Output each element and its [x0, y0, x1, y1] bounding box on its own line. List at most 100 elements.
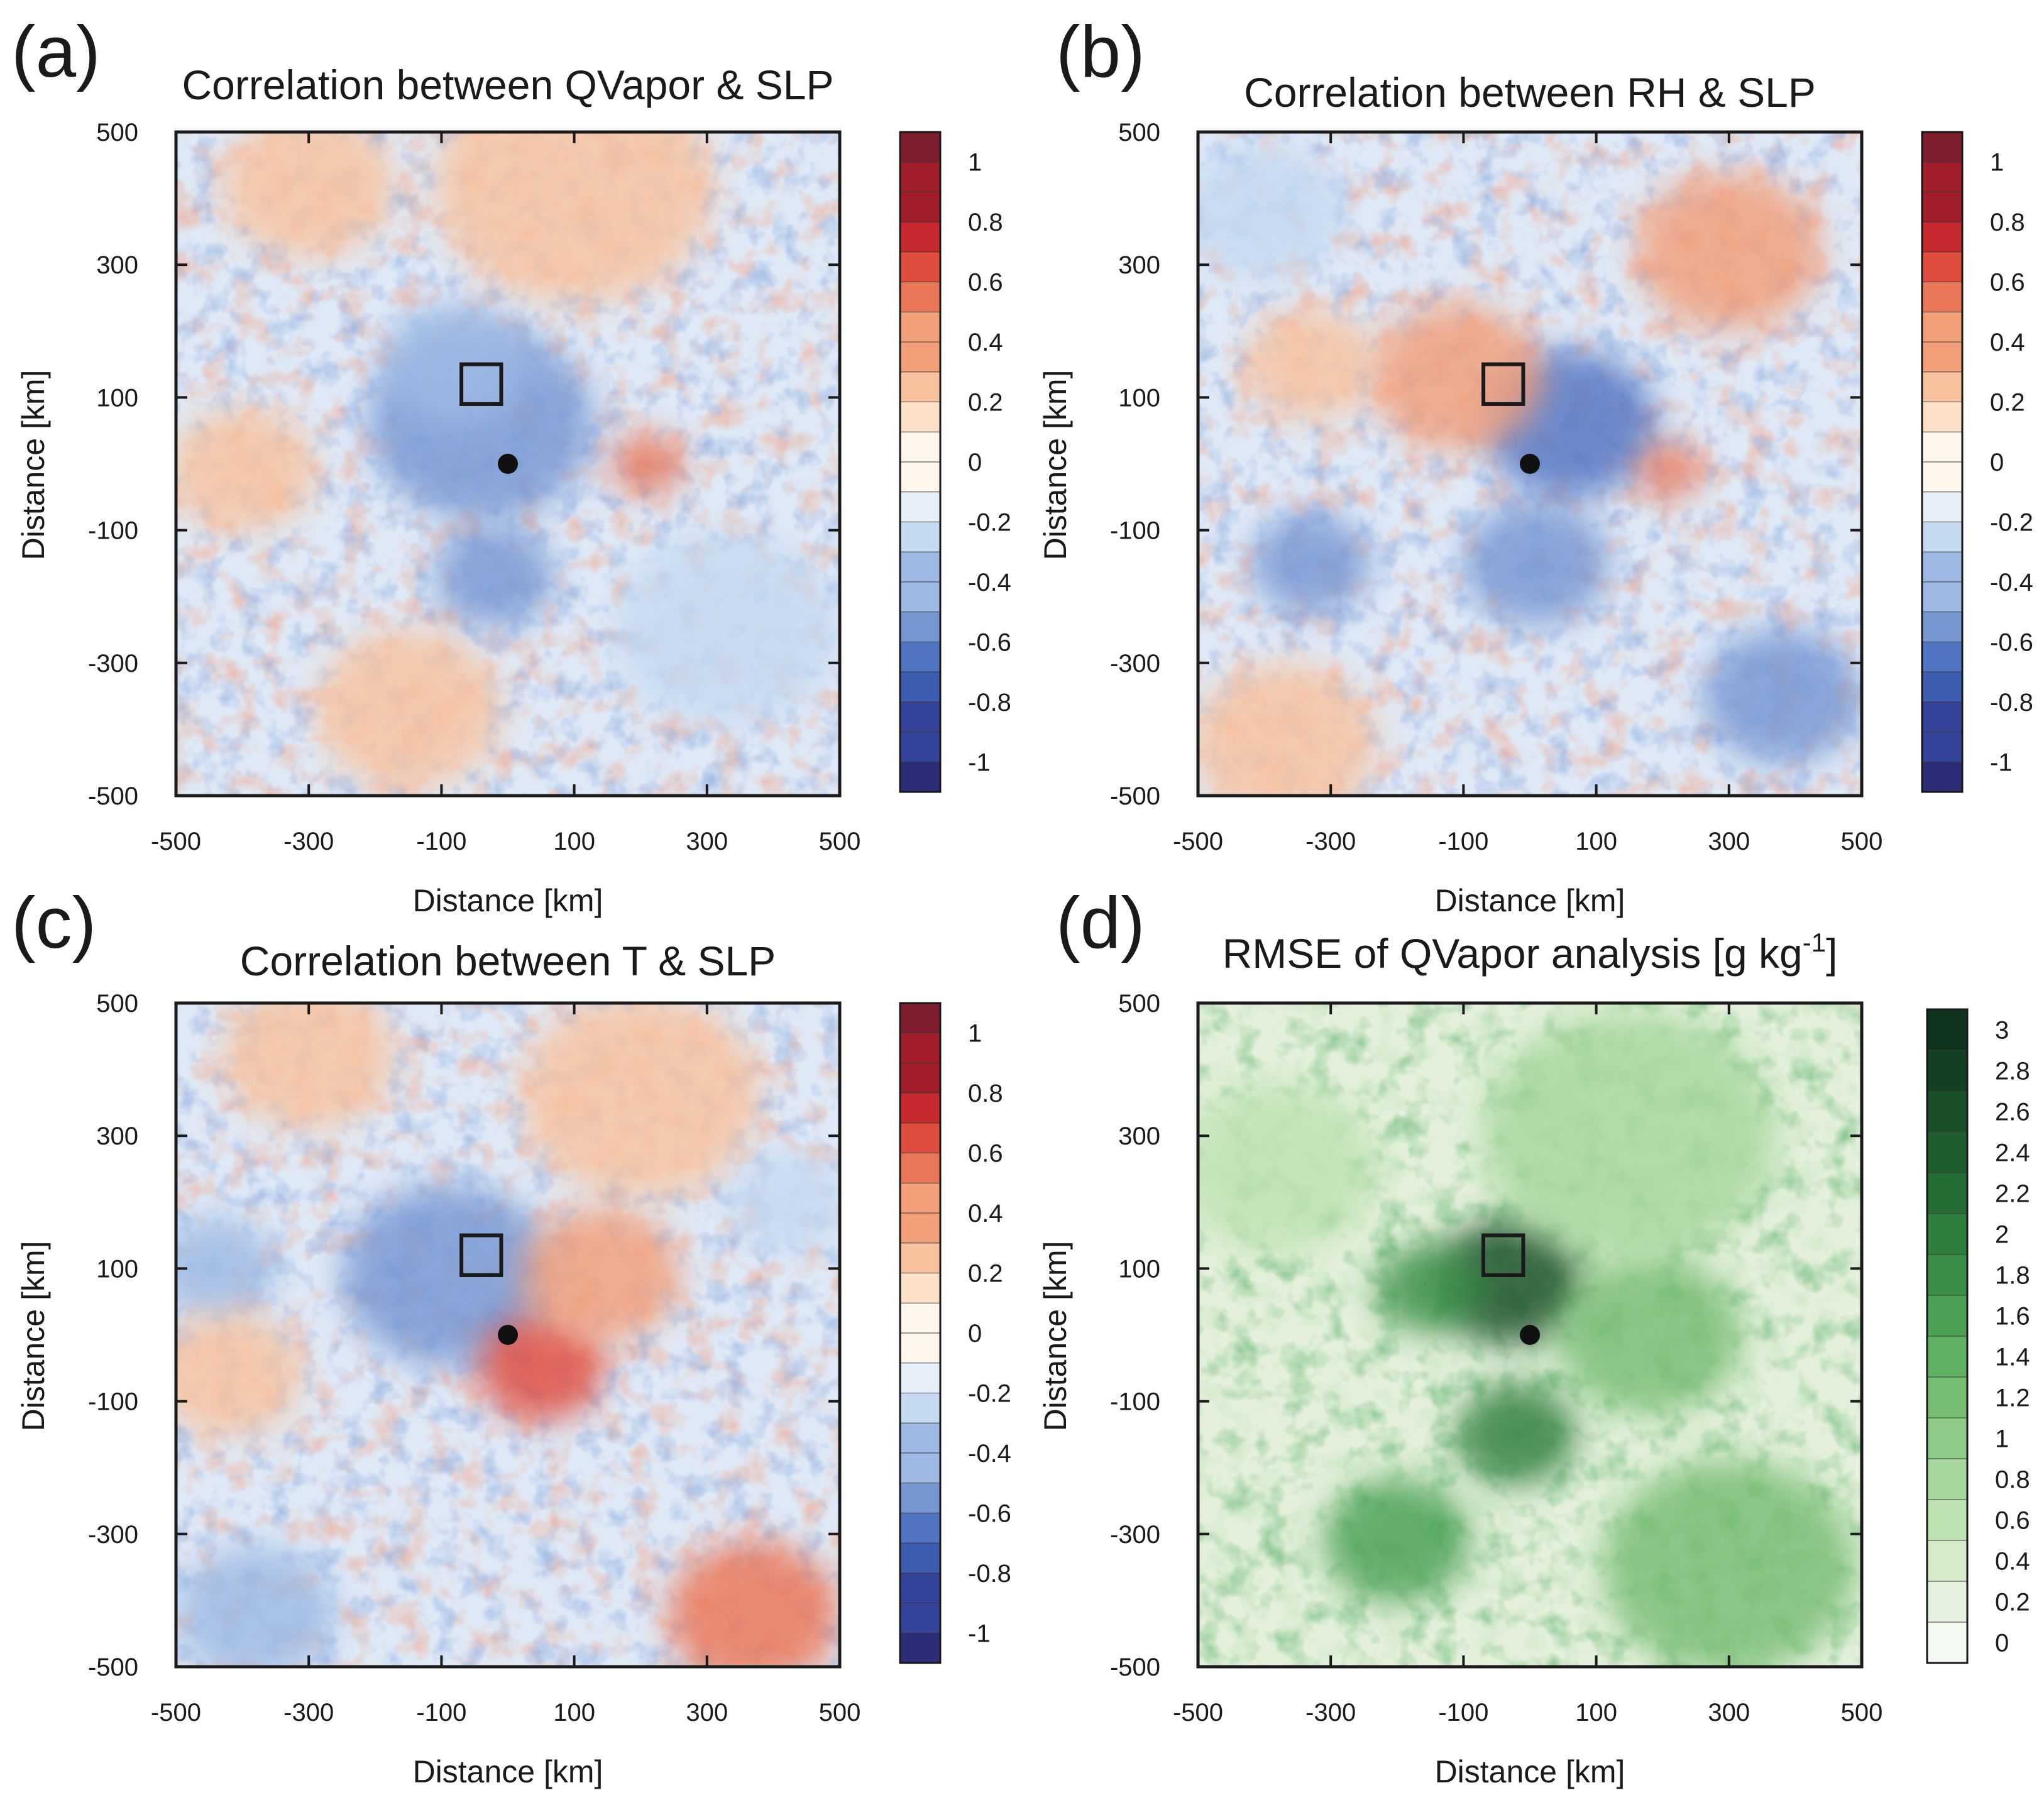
colorbar-segment [899, 191, 941, 223]
colorbar-segment [1921, 251, 1963, 283]
colorbar-segment [899, 732, 941, 763]
colorbar-tick-label: -0.8 [1990, 689, 2033, 716]
colorbar: 1 0.8 0.6 0.4 0.2 0 -0.2 -0.4 -0.6 -0.8 -1 [899, 131, 1011, 793]
y-tick-label: 500 [96, 990, 138, 1018]
colorbar-frame [1926, 1008, 1969, 1664]
colorbar-tick-label: -1 [1990, 749, 2013, 776]
panel-letter: (b) [1056, 11, 1145, 92]
field-feature [176, 1312, 302, 1437]
panel-title: RMSE of QVapor analysis [g kg-1] [1223, 928, 1838, 977]
colorbar-segment [899, 162, 941, 193]
y-tick-label: -500 [88, 782, 138, 810]
colorbar-segment [899, 1332, 941, 1364]
colorbar-segment [899, 1092, 941, 1124]
colorbar-segment [899, 1512, 941, 1544]
y-tick-label: -500 [1110, 782, 1160, 810]
field-feature [1198, 663, 1378, 796]
colorbar-segment [1926, 1621, 1968, 1664]
colorbar-segment [1921, 612, 1963, 643]
colorbar-segment [1921, 461, 1963, 493]
y-tick-label: -300 [88, 1521, 138, 1549]
y-tick-label: -300 [1110, 1521, 1160, 1549]
colorbar-tick-label: 0.2 [968, 389, 1003, 417]
colorbar-segment [899, 1062, 941, 1094]
colorbar-segment [899, 701, 941, 733]
colorbar-tick-label: -0.4 [968, 569, 1011, 596]
panel-title: Correlation between T & SLP [240, 938, 776, 984]
panel-c: (c) Correlation between T & SLP Distance… [11, 882, 1011, 1789]
colorbar-segment [1926, 1336, 1968, 1378]
field-feature [1603, 1460, 1855, 1667]
field-feature [613, 534, 840, 726]
colorbar-tick-label: -0.2 [968, 508, 1011, 536]
colorbar-segment [1926, 1499, 1968, 1541]
x-tick-label: 500 [819, 1699, 861, 1726]
y-tick-label: 500 [1118, 990, 1160, 1018]
colorbar-segment [899, 1122, 941, 1154]
colorbar-segment [899, 251, 941, 283]
colorbar-segment [899, 641, 941, 673]
colorbar-segment [1926, 1009, 1968, 1051]
colorbar-segment [1921, 761, 1963, 793]
field-feature [382, 302, 528, 427]
colorbar-segment [1926, 1295, 1968, 1337]
colorbar-tick-label: -1 [968, 1620, 991, 1647]
plot-frame [1196, 130, 1864, 798]
x-tick-label: 100 [1575, 828, 1617, 855]
field-feature [1456, 1383, 1576, 1486]
x-axis-label: Distance [km] [1435, 883, 1625, 918]
colorbar-segment [899, 221, 941, 253]
y-tick-label: -100 [88, 517, 138, 545]
colorbar-tick-label: 1.6 [1995, 1303, 2030, 1330]
colorbar-segment [899, 1452, 941, 1484]
colorbar-segment [1921, 521, 1963, 553]
colorbar-tick-label: 1 [1990, 149, 2004, 177]
plot-frame [1196, 1001, 1864, 1669]
colorbar-segment [1926, 1540, 1968, 1582]
colorbar-segment [1921, 162, 1963, 193]
x-tick-label: -300 [1305, 1699, 1356, 1726]
colorbar-segment [1926, 1417, 1968, 1459]
colorbar-segment [899, 311, 941, 343]
field-feature [727, 1151, 840, 1253]
colorbar-tick-label: -0.4 [968, 1440, 1011, 1468]
colorbar-tick-label: 0.6 [1990, 269, 2025, 297]
colorbar-segment [899, 1572, 941, 1604]
field-feature [222, 1003, 395, 1130]
y-axis-label: Distance [km] [1038, 1241, 1073, 1432]
marker-square [459, 362, 503, 406]
colorbar-segment [1926, 1050, 1968, 1092]
colorbar-tick-label: 1.2 [1995, 1385, 2030, 1412]
colorbar-tick-label: 0.8 [968, 209, 1003, 236]
colorbar-segment [899, 581, 941, 613]
y-tick-label: -300 [88, 650, 138, 678]
y-tick-label: 300 [1118, 251, 1160, 279]
colorbar-segment [1921, 341, 1963, 373]
field-feature [176, 1217, 276, 1320]
colorbar-tick-label: 2.8 [1995, 1058, 2030, 1085]
marker-point [1520, 454, 1540, 474]
y-tick-label: 300 [96, 251, 138, 279]
colorbar-segment [899, 671, 941, 703]
y-axis-label: Distance [km] [1038, 370, 1073, 561]
colorbar-segment [1926, 1090, 1968, 1133]
field-feature [1370, 304, 1544, 451]
x-tick-label: -100 [416, 828, 466, 855]
panel-b: (b) Correlation between RH & SLP Distanc… [1038, 11, 2033, 918]
y-tick-label: 100 [1118, 384, 1160, 412]
colorbar-segment [899, 1212, 941, 1244]
colorbar-segment [899, 341, 941, 373]
colorbar-segment [1921, 581, 1963, 613]
colorbar-segment [1921, 221, 1963, 253]
colorbar-tick-label: 0.2 [968, 1260, 1003, 1288]
y-tick-label: 100 [1118, 1255, 1160, 1283]
colorbar-tick-label: 2.2 [1995, 1180, 2030, 1208]
title-superscript: -1 [1803, 928, 1826, 957]
colorbar-segment [1926, 1213, 1968, 1255]
colorbar-tick-label: -0.8 [968, 689, 1011, 716]
colorbar-tick-label: -0.2 [1990, 508, 2033, 536]
x-axis-label: Distance [km] [1435, 1754, 1625, 1789]
x-tick-label: -300 [1305, 828, 1356, 855]
colorbar-segment [899, 461, 941, 493]
field-feature [434, 132, 714, 304]
